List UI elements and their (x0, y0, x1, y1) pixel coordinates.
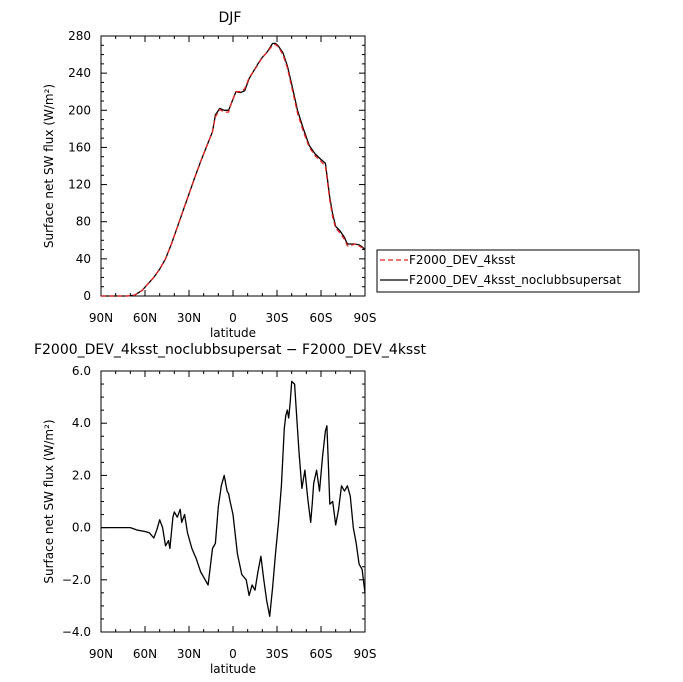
x-tick-label: 90S (354, 311, 377, 325)
y-tick-label: 0 (83, 289, 91, 303)
legend-label-0: F2000_DEV_4ksst (409, 253, 516, 267)
x-axis-label: latitude (210, 662, 256, 676)
y-tick-label: 200 (68, 103, 91, 117)
chart-title: DJF (219, 10, 242, 26)
x-tick-label: 30S (266, 647, 289, 661)
x-tick-label: 0 (229, 311, 237, 325)
x-tick-label: 90N (89, 647, 113, 661)
x-tick-label: 60N (133, 311, 157, 325)
x-tick-label: 30N (177, 647, 201, 661)
x-tick-label: 90S (354, 647, 377, 661)
y-tick-label: 80 (76, 215, 91, 229)
y-axis-label: Surface net SW flux (W/m²) (42, 419, 56, 583)
x-tick-label: 30S (266, 311, 289, 325)
x-tick-label: 60S (310, 311, 333, 325)
y-tick-label: −2.0 (62, 573, 91, 587)
x-tick-label: 60S (310, 647, 333, 661)
x-tick-label: 60N (133, 647, 157, 661)
top-chart-djf: DJF 90N 60N 30N 0 30S 60S 90S 0 40 80 120 160 200 240 2… (42, 10, 376, 340)
y-tick-label: 120 (68, 178, 91, 192)
y-tick-label: 0.0 (72, 521, 91, 535)
series-line-0 (101, 380, 366, 617)
y-tick-label: 240 (68, 66, 91, 80)
x-tick-label: 30N (177, 311, 201, 325)
y-tick-label: −4.0 (62, 625, 91, 639)
plot-frame (100, 370, 366, 633)
chart-title: F2000_DEV_4ksst_noclubbsupersat − F2000_… (34, 342, 427, 358)
y-tick-label: 160 (68, 140, 91, 154)
y-tick-label: 280 (68, 29, 91, 43)
y-tick-label: 2.0 (72, 468, 91, 482)
x-axis-label: latitude (210, 326, 256, 340)
chart-legend: F2000_DEV_4ksst F2000_DEV_4ksst_noclubbsu… (376, 249, 640, 293)
y-tick-label: 40 (76, 252, 91, 266)
x-tick-label: 0 (229, 647, 237, 661)
y-tick-label: 4.0 (72, 416, 91, 430)
legend-box (376, 249, 640, 293)
legend-label-1: F2000_DEV_4ksst_noclubbsupersat (409, 273, 621, 287)
series-line-0 (101, 43, 366, 297)
x-tick-label: 90N (89, 311, 113, 325)
y-axis-label: Surface net SW flux (W/m²) (42, 84, 56, 248)
y-tick-label: 6.0 (72, 364, 91, 378)
bottom-chart-difference: F2000_DEV_4ksst_noclubbsupersat − F2000_… (34, 342, 427, 676)
